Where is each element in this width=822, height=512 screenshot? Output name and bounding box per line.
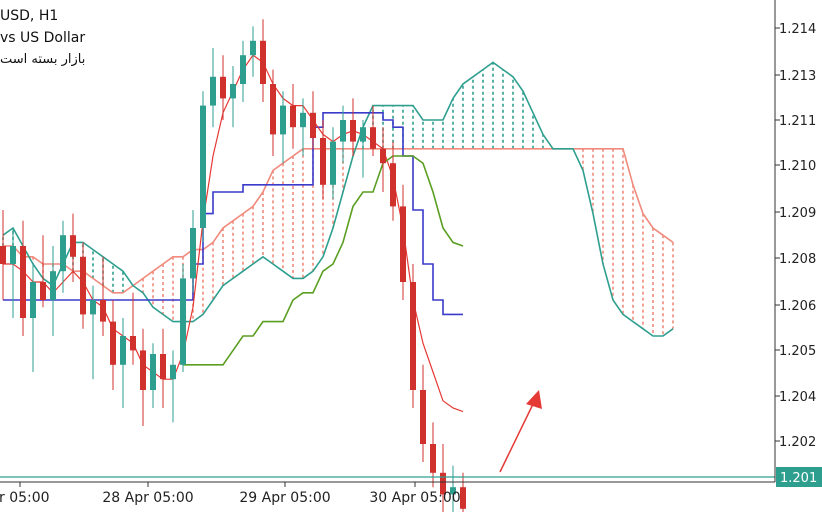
candle-body: [460, 487, 466, 509]
time-axis[interactable]: or 05:00 28 Apr 05:00 29 Apr 05:00 30 Apr 0…: [0, 482, 461, 506]
market-status: بازار بسته است: [0, 52, 86, 67]
price-tick-label: 1.208: [779, 252, 816, 267]
candle-body: [430, 444, 436, 473]
price-tick-label: 1.206: [779, 299, 816, 314]
candle-body: [410, 282, 416, 390]
candle-body: [350, 120, 356, 142]
candle-body: [70, 235, 76, 257]
price-tick-label: 1.202: [779, 435, 816, 450]
candle-body: [0, 246, 6, 264]
current-price-label: 1.201: [780, 471, 817, 486]
candle-body: [210, 76, 216, 106]
time-tick-label: or 05:00: [0, 490, 50, 506]
candle-body: [450, 487, 456, 495]
price-tick-label: 1.213: [779, 69, 816, 84]
candle-body: [170, 364, 176, 380]
candle-body: [140, 350, 146, 390]
candle-body: [100, 300, 106, 322]
price-tick-label: 1.210: [779, 159, 816, 174]
candle-body: [220, 76, 226, 99]
candle-body: [280, 105, 286, 135]
chikou-span-line: [183, 155, 464, 366]
senkou-span-b-line: [2, 61, 674, 337]
candle-body: [120, 336, 126, 365]
price-axis[interactable]: 1.214 1.213 1.211 1.210 1.209 1.208 1.206 1.205…: [775, 22, 816, 450]
time-tick-label: 30 Apr 05:00: [369, 490, 460, 506]
candle-body: [400, 206, 406, 282]
candle-body: [190, 228, 196, 279]
candle-body: [200, 105, 206, 228]
price-tick-label: 1.204: [779, 390, 816, 405]
symbol-description: vs US Dollar: [0, 30, 86, 46]
candle-body: [30, 282, 36, 318]
price-tick-label: 1.214: [779, 22, 816, 37]
current-price-badge: [776, 467, 822, 487]
time-tick-label: 28 Apr 05:00: [102, 490, 193, 506]
candle-body: [340, 120, 346, 142]
price-tick-label: 1.211: [779, 114, 816, 129]
candle-body: [110, 321, 116, 365]
candle-body: [330, 141, 336, 185]
candle-body: [130, 336, 136, 351]
arrow-line[interactable]: [499, 399, 536, 473]
candle-body: [160, 354, 166, 380]
candle-body: [90, 300, 96, 315]
candle-body: [370, 127, 376, 149]
price-tick-label: 1.209: [779, 206, 816, 221]
candle-body: [50, 271, 56, 300]
candle-body: [150, 354, 156, 390]
time-tick-label: 29 Apr 05:00: [239, 490, 330, 506]
arrow-head-icon[interactable]: [526, 390, 542, 409]
candle-body: [180, 278, 186, 365]
candle-body: [390, 163, 396, 207]
candle-body: [250, 40, 256, 56]
candle-body: [420, 390, 426, 444]
plot-area[interactable]: [0, 0, 775, 482]
candle-body: [360, 127, 366, 142]
candle-body: [20, 246, 26, 318]
candle-body: [440, 472, 446, 495]
candle-body: [240, 55, 246, 84]
candle-body: [40, 282, 46, 300]
candle-body: [300, 112, 306, 128]
candle-body: [60, 235, 66, 272]
price-tick-label: 1.205: [779, 344, 816, 359]
candle-body: [10, 246, 16, 264]
candle-body: [310, 112, 316, 138]
candle-body: [380, 148, 386, 164]
candle-body: [320, 138, 326, 185]
candles: [0, 19, 466, 512]
candle-body: [80, 256, 86, 315]
candle-body: [270, 84, 276, 135]
candle-body: [230, 84, 236, 99]
symbol-title: USD, H1: [0, 8, 59, 24]
candle-body: [290, 105, 296, 128]
candle-body: [260, 40, 266, 84]
